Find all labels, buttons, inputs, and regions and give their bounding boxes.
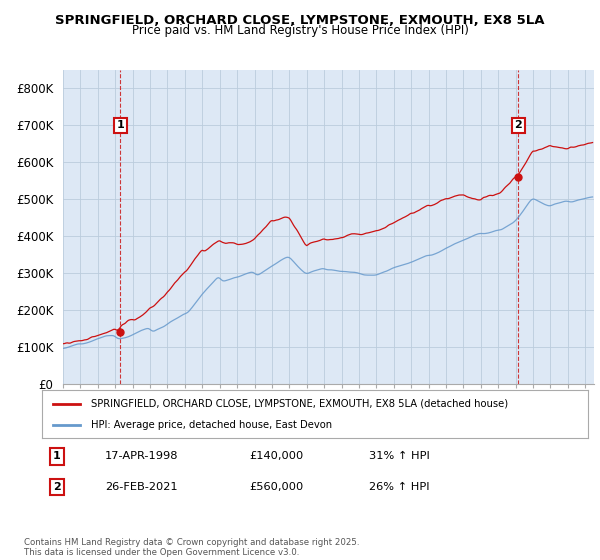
Text: SPRINGFIELD, ORCHARD CLOSE, LYMPSTONE, EXMOUTH, EX8 5LA (detached house): SPRINGFIELD, ORCHARD CLOSE, LYMPSTONE, E… (91, 399, 508, 409)
Text: 1: 1 (116, 120, 124, 130)
Text: Price paid vs. HM Land Registry's House Price Index (HPI): Price paid vs. HM Land Registry's House … (131, 24, 469, 37)
Text: 26-FEB-2021: 26-FEB-2021 (105, 482, 178, 492)
Text: £140,000: £140,000 (249, 451, 303, 461)
Text: 26% ↑ HPI: 26% ↑ HPI (369, 482, 430, 492)
Text: 31% ↑ HPI: 31% ↑ HPI (369, 451, 430, 461)
Text: £560,000: £560,000 (249, 482, 303, 492)
Text: 1: 1 (53, 451, 61, 461)
Text: 17-APR-1998: 17-APR-1998 (105, 451, 179, 461)
Text: 2: 2 (53, 482, 61, 492)
Text: 2: 2 (514, 120, 522, 130)
Text: SPRINGFIELD, ORCHARD CLOSE, LYMPSTONE, EXMOUTH, EX8 5LA: SPRINGFIELD, ORCHARD CLOSE, LYMPSTONE, E… (55, 14, 545, 27)
Text: HPI: Average price, detached house, East Devon: HPI: Average price, detached house, East… (91, 419, 332, 430)
Text: Contains HM Land Registry data © Crown copyright and database right 2025.
This d: Contains HM Land Registry data © Crown c… (24, 538, 359, 557)
